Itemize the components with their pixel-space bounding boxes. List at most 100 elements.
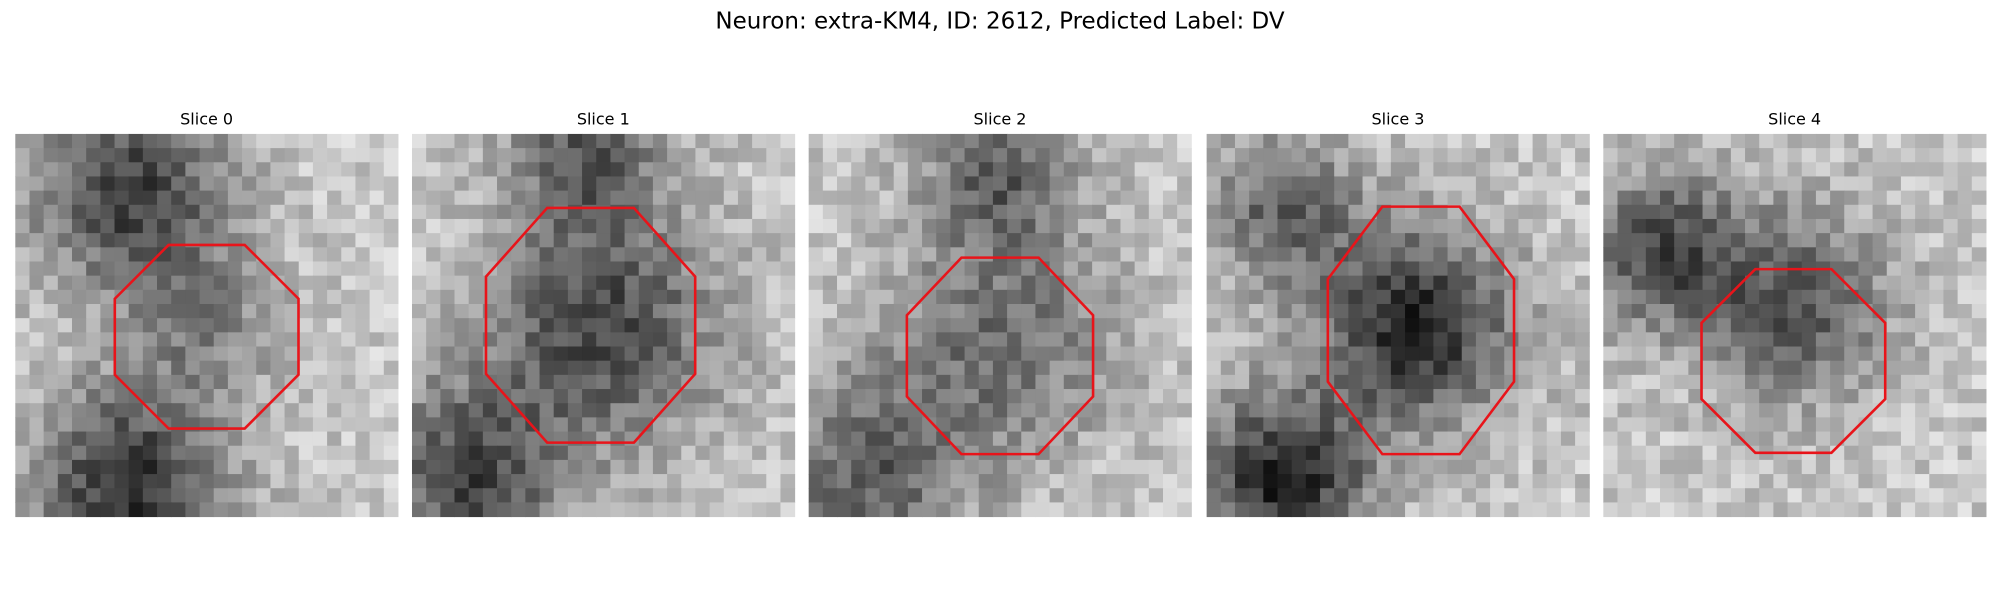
pixel [128, 176, 144, 192]
pixel [539, 303, 555, 319]
pixel [582, 431, 597, 447]
pixel [1546, 445, 1562, 461]
pixel [1915, 247, 1930, 262]
pixel [879, 346, 895, 362]
pixel [1645, 148, 1661, 163]
pixel [893, 332, 909, 348]
pixel [1971, 332, 1987, 348]
pixel [652, 247, 668, 262]
pixel [1900, 417, 1916, 433]
pixel [71, 459, 87, 475]
pixel [482, 233, 498, 248]
pixel [610, 289, 626, 305]
pixel [1929, 303, 1944, 319]
pixel [1716, 275, 1732, 291]
pixel [539, 218, 555, 234]
pixel [440, 289, 456, 305]
pixel [1447, 431, 1463, 447]
pixel [171, 502, 186, 518]
pixel [1957, 474, 1973, 489]
pixel [1475, 176, 1491, 192]
pixel [1674, 190, 1689, 206]
pixel [1348, 431, 1364, 447]
pixel [1077, 261, 1093, 277]
pixel [1220, 417, 1236, 433]
pixel [1390, 346, 1406, 362]
pixel [1943, 374, 1959, 390]
pixel [1134, 445, 1150, 461]
pixel [723, 303, 739, 319]
pixel [1730, 176, 1746, 192]
pixel [851, 233, 866, 248]
pixel [15, 474, 30, 489]
pixel [1787, 403, 1803, 418]
pixel [1162, 247, 1178, 262]
pixel [1801, 233, 1817, 248]
pixel [1220, 247, 1236, 262]
pixel [1433, 190, 1449, 206]
pixel [1787, 346, 1803, 362]
pixel [171, 190, 186, 206]
pixel [1234, 346, 1250, 362]
pixel [1971, 459, 1987, 475]
pixel [327, 218, 342, 234]
pixel [100, 233, 116, 248]
pixel [525, 190, 541, 206]
pixel [1007, 204, 1022, 220]
pixel [327, 133, 342, 149]
pixel [1320, 403, 1335, 418]
pixel [454, 247, 470, 262]
pixel [978, 502, 994, 518]
pixel [652, 318, 668, 333]
pixel [1092, 176, 1107, 192]
pixel [1773, 360, 1789, 376]
pixel [227, 389, 243, 404]
pixel [1801, 403, 1817, 418]
pixel [1461, 275, 1477, 291]
pixel [1844, 133, 1859, 149]
pixel [1716, 261, 1732, 277]
pixel [1021, 190, 1036, 206]
pixel [199, 318, 215, 333]
pixel [610, 190, 626, 206]
pixel [1220, 218, 1236, 234]
pixel [128, 162, 144, 177]
pixel [1730, 502, 1746, 518]
pixel [71, 431, 87, 447]
pixel [1263, 374, 1278, 390]
pixel [851, 261, 866, 277]
pixel [1858, 346, 1874, 362]
pixel [1077, 190, 1093, 206]
pixel [43, 318, 59, 333]
pixel [298, 176, 314, 192]
pixel [638, 431, 654, 447]
pixel [695, 303, 711, 319]
pixel [1830, 417, 1845, 433]
pixel [1362, 346, 1378, 362]
pixel [327, 190, 342, 206]
pixel [411, 133, 427, 149]
pixel [1745, 502, 1760, 518]
pixel [1277, 445, 1293, 461]
pixel [822, 502, 838, 518]
pixel [1362, 133, 1378, 149]
pixel [539, 289, 555, 305]
pixel [1120, 431, 1136, 447]
pixel [709, 275, 725, 291]
pixel [1603, 218, 1618, 234]
pixel [1504, 318, 1519, 333]
pixel [1603, 417, 1618, 433]
pixel [1844, 332, 1859, 348]
pixel [1263, 247, 1278, 262]
pixel [511, 346, 526, 362]
pixel [1575, 204, 1590, 220]
pixel [482, 488, 498, 503]
pixel [709, 403, 725, 418]
pixel [1702, 403, 1718, 418]
pixel [1277, 346, 1293, 362]
pixel [1249, 474, 1264, 489]
pixel [865, 360, 881, 376]
pixel [114, 303, 130, 319]
pixel [100, 474, 116, 489]
pixel [497, 204, 512, 220]
